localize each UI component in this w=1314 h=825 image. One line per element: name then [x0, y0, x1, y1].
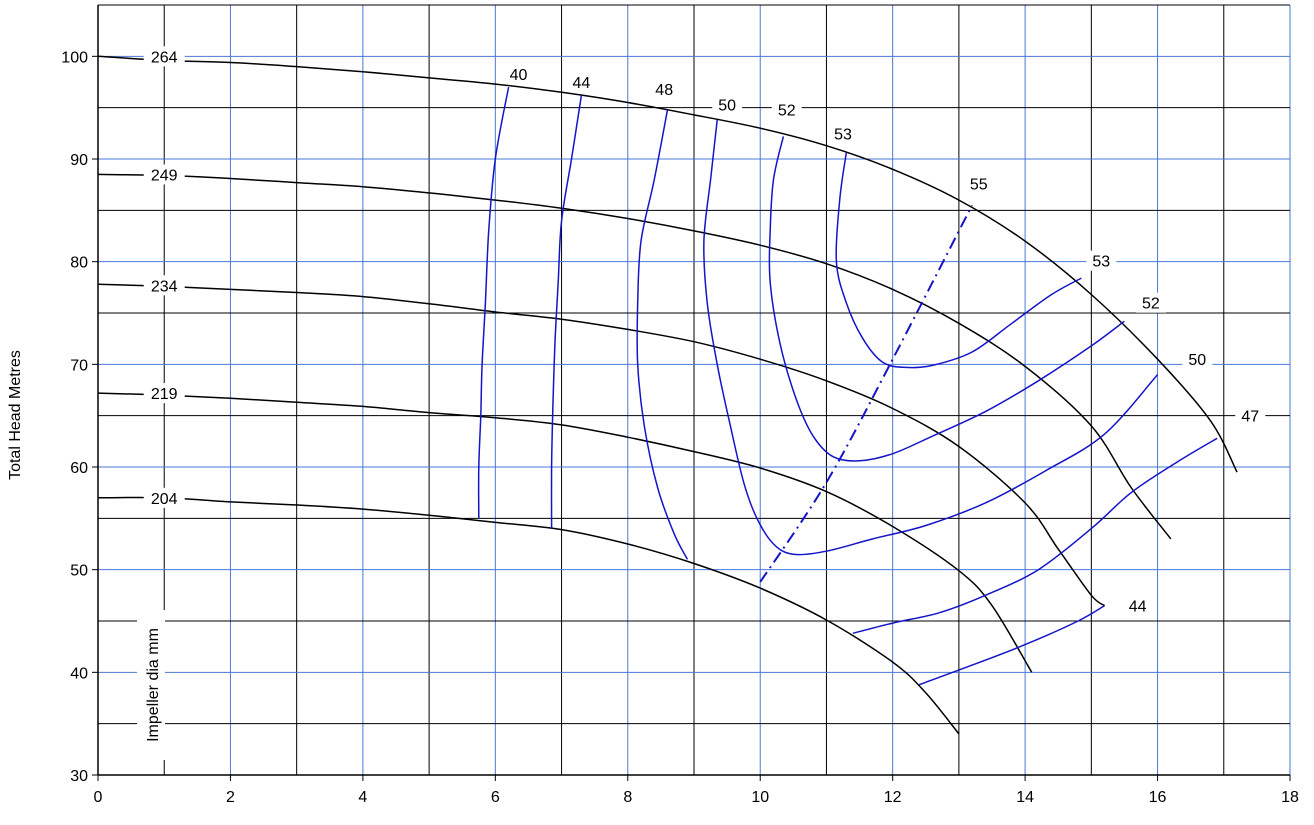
- curve-label-bg: [143, 275, 185, 296]
- x-tick-label: 4: [358, 789, 367, 806]
- curve-label-bg: [143, 383, 185, 404]
- axes: [97, 5, 1290, 776]
- curve-label: 204: [151, 491, 178, 508]
- curve-label: 219: [151, 386, 178, 403]
- efficiency-curve: [852, 437, 1218, 635]
- x-tick-label: 10: [751, 789, 769, 806]
- x-tick-label: 16: [1149, 789, 1167, 806]
- curve-label: 52: [778, 103, 796, 120]
- curve-label: 52: [1142, 296, 1160, 313]
- x-tick-label: 0: [94, 789, 103, 806]
- head-curve: [97, 496, 960, 735]
- y-tick-label: 90: [70, 152, 88, 169]
- curve-label-bg: [143, 487, 185, 508]
- curve-label-bg: [649, 79, 680, 100]
- curve-label-bg: [1235, 405, 1266, 426]
- y-tick-label: 70: [70, 357, 88, 374]
- curve-label: 40: [510, 67, 528, 84]
- curve-label-bg: [1182, 349, 1213, 370]
- efficiency-curve: [636, 109, 689, 560]
- tick-labels: 0 2 4 6 8 10 12 14 16 18 30 40 50 60 70 80 90 100: [61, 49, 1299, 806]
- x-tick-label: 18: [1281, 789, 1299, 806]
- efficiency-curve: [477, 86, 510, 519]
- curve-label-bg: [828, 123, 858, 144]
- y-tick-label: 60: [70, 460, 88, 477]
- x-tick-label: 6: [491, 789, 500, 806]
- curve-label: 53: [1092, 254, 1110, 271]
- curve-label: 55: [970, 177, 988, 194]
- efficiency-curve: [550, 95, 583, 529]
- y-tick-label: 100: [61, 49, 88, 66]
- y-axis-label: Total Head Metres: [7, 350, 24, 480]
- curve-label: 50: [718, 98, 736, 115]
- curve-label-bg: [771, 99, 802, 120]
- curve-label: 249: [151, 167, 178, 184]
- curve-label-bg: [143, 46, 185, 67]
- curve-label-bg: [1135, 292, 1166, 313]
- curve-label: 47: [1241, 409, 1259, 426]
- x-tick-label: 2: [226, 789, 235, 806]
- curve-label-bg: [1086, 250, 1117, 271]
- curve-label: 50: [1188, 352, 1206, 369]
- efficiency-curve: [835, 152, 1082, 369]
- curve-label-bg: [1122, 595, 1153, 616]
- curve-label-bg: [566, 72, 597, 92]
- best-efficiency-line: [759, 204, 973, 583]
- y-tick-label: 50: [70, 563, 88, 580]
- y-tick-label: 40: [70, 665, 88, 682]
- y-tick-label: 80: [70, 255, 88, 272]
- impeller-dia-label: Impeller dia mm: [145, 628, 162, 742]
- curve-label: 264: [151, 49, 178, 66]
- bep-dash-dot-line: [759, 204, 973, 583]
- curve-label-bg: [143, 164, 185, 185]
- curve-label-bg: [712, 94, 743, 115]
- efficiency-curve: [703, 119, 1159, 556]
- x-tick-label: 12: [884, 789, 902, 806]
- head-curve: [97, 283, 1106, 607]
- curve-label: 44: [1129, 599, 1147, 616]
- efficiency-curves: [477, 86, 1218, 686]
- y-tick-label: 30: [70, 768, 88, 785]
- impeller-dia-label-group: Impeller dia mm: [137, 610, 165, 760]
- curve-label: 44: [573, 75, 591, 92]
- efficiency-curve: [768, 136, 1125, 462]
- curve-label: 48: [655, 82, 673, 99]
- curve-labels: 264 249 234 219 204 40 44 48 50 52 53 55 53 52 50 47 44: [143, 46, 1266, 616]
- x-tick-label: 14: [1016, 789, 1034, 806]
- curve-label: 53: [834, 126, 852, 143]
- grid: [98, 4, 1291, 775]
- head-curve: [97, 392, 1033, 673]
- x-tick-label: 8: [623, 789, 632, 806]
- curve-label-bg: [503, 63, 534, 84]
- curve-label-bg: [963, 173, 994, 194]
- curve-label: 234: [151, 278, 178, 295]
- efficiency-curve: [918, 604, 1105, 686]
- head-curve: [97, 55, 1238, 473]
- head-curve: [97, 173, 1172, 540]
- head-curves: [97, 55, 1238, 735]
